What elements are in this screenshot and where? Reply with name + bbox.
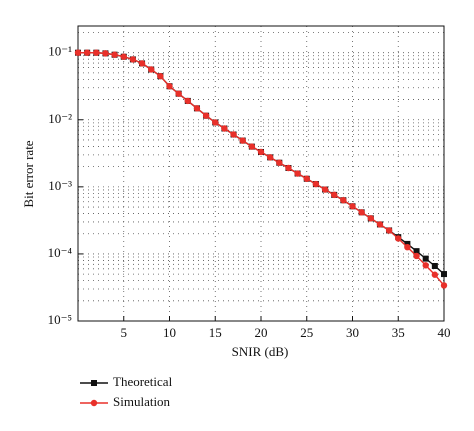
data-point <box>175 90 182 97</box>
data-point <box>120 53 127 60</box>
data-point <box>404 243 411 251</box>
legend-label: Simulation <box>113 394 171 409</box>
x-tick-label: 25 <box>300 325 313 340</box>
data-point <box>193 105 201 112</box>
x-tick-label: 15 <box>209 325 222 340</box>
x-tick-label: 30 <box>346 325 359 340</box>
data-point <box>157 72 164 80</box>
data-point <box>376 221 384 228</box>
x-axis-label: SNIR (dB) <box>232 344 289 359</box>
data-point <box>138 60 146 67</box>
data-point <box>74 49 82 56</box>
data-point <box>221 125 228 132</box>
data-point <box>321 186 329 193</box>
data-point <box>441 271 447 278</box>
y-tick-label: 10⁻¹ <box>48 44 72 59</box>
legend-marker <box>91 380 97 386</box>
data-point <box>83 49 91 56</box>
data-point <box>257 148 265 156</box>
data-point <box>422 262 429 269</box>
data-point <box>285 164 292 172</box>
data-point <box>111 51 118 58</box>
x-tick-label: 5 <box>121 325 128 340</box>
data-point <box>340 197 347 204</box>
y-tick-label: 10⁻² <box>48 111 72 126</box>
data-point <box>294 170 301 177</box>
data-point <box>93 49 100 56</box>
data-point <box>230 131 237 138</box>
x-tick-label: 20 <box>255 325 268 340</box>
data-point <box>312 180 320 188</box>
data-point <box>331 191 338 199</box>
data-point <box>422 255 429 262</box>
data-point <box>248 143 256 150</box>
series-line <box>78 51 445 275</box>
data-point <box>184 97 191 105</box>
legend-marker <box>90 399 98 407</box>
data-point <box>413 252 420 260</box>
data-point <box>395 235 402 242</box>
data-point <box>148 66 155 73</box>
data-point <box>440 282 448 289</box>
data-point <box>239 137 246 144</box>
data-point <box>266 154 274 161</box>
data-point <box>276 159 283 166</box>
legend-label: Theoretical <box>113 374 173 389</box>
plot-frame <box>77 25 445 322</box>
data-point <box>303 175 310 182</box>
y-tick-label: 10⁻³ <box>48 178 72 193</box>
data-point <box>202 112 210 119</box>
y-tick-label: 10⁻⁵ <box>48 312 72 327</box>
data-point <box>166 83 173 90</box>
data-point <box>212 119 219 126</box>
x-tick-label: 35 <box>392 325 405 340</box>
data-point <box>358 209 365 216</box>
x-tick-label: 40 <box>438 325 451 340</box>
y-axis-label: Bit error rate <box>21 140 36 207</box>
data-point <box>431 271 439 278</box>
data-point <box>129 56 137 63</box>
data-point <box>431 262 438 269</box>
series-line <box>78 51 445 286</box>
data-point <box>367 215 374 222</box>
data-point <box>413 248 420 255</box>
y-tick-label: 10⁻⁴ <box>48 245 73 260</box>
data-point <box>385 227 393 234</box>
data-point <box>102 50 109 57</box>
data-point <box>404 240 411 247</box>
x-tick-label: 10 <box>163 325 176 340</box>
data-point <box>349 203 356 210</box>
